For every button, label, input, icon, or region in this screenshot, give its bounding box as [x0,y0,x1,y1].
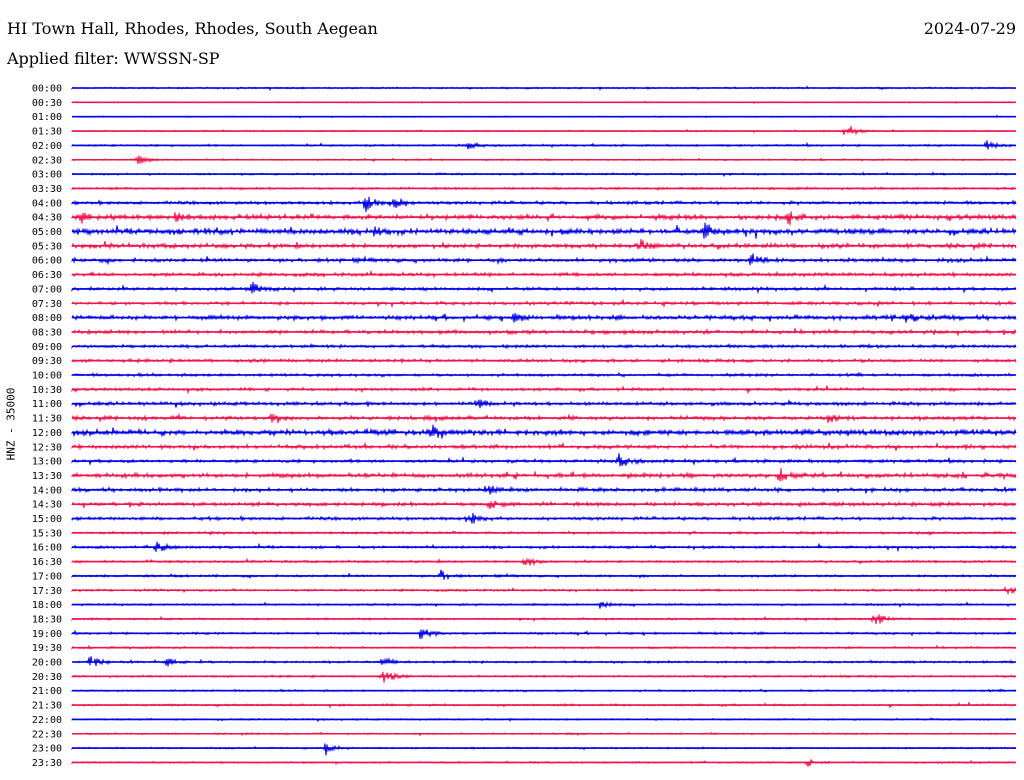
row-label: 21:30 [32,701,62,712]
row-label: 11:00 [32,399,62,410]
trace-line [71,238,1017,252]
row-label: 22:30 [32,729,62,740]
row-label: 16:00 [32,543,62,554]
trace-line [71,253,1017,266]
filter-label: Applied filter: WWSSN-SP [7,49,220,68]
row-label: 20:30 [32,672,62,683]
row-label: 19:00 [32,629,62,640]
row-label: 08:30 [32,327,62,338]
row-label: 12:30 [32,442,62,453]
row-label: 20:00 [32,658,62,669]
trace-line [71,196,1017,213]
row-label: 16:30 [32,557,62,568]
row-label: 23:30 [32,758,62,769]
row-label: 10:00 [32,371,62,382]
row-label: 13:00 [32,457,62,468]
row-label: 15:00 [32,514,62,525]
row-label: 18:30 [32,614,62,625]
row-label: 17:30 [32,586,62,597]
trace-line [71,569,1017,581]
date-label: 2024-07-29 [923,19,1016,38]
trace-line [71,281,1017,295]
row-label: 14:30 [32,500,62,511]
row-label: 11:30 [32,414,62,425]
row-label: 05:00 [32,227,62,238]
station-title: HI Town Hall, Rhodes, Rhodes, South Aege… [7,19,378,38]
row-label: 13:30 [32,471,62,482]
row-label: 12:00 [32,428,62,439]
row-label: 06:30 [32,270,62,281]
row-label: 18:00 [32,600,62,611]
row-label: 00:00 [32,84,62,95]
row-label: 02:30 [32,155,62,166]
row-label: 03:00 [32,170,62,181]
row-label: 00:30 [32,98,62,109]
trace-line [71,211,1017,226]
trace-line [71,671,1017,683]
row-label: 09:30 [32,356,62,367]
row-label: 23:00 [32,744,62,755]
row-label: 03:30 [32,184,62,195]
trace-line [71,629,1017,639]
row-label: 14:00 [32,485,62,496]
row-label: 04:00 [32,198,62,209]
row-label: 01:00 [32,112,62,123]
row-label: 04:30 [32,213,62,224]
row-label: 08:00 [32,313,62,324]
row-label: 21:00 [32,686,62,697]
row-label: 10:30 [32,385,62,396]
row-label: 22:00 [32,715,62,726]
row-label: 02:00 [32,141,62,152]
row-label: 05:30 [32,241,62,252]
row-label: 15:30 [32,528,62,539]
row-label: 19:30 [32,643,62,654]
row-label: 01:30 [32,127,62,138]
row-label: 09:00 [32,342,62,353]
trace-line [71,222,1017,239]
trace-line [71,453,1017,467]
row-label: 07:00 [32,284,62,295]
row-label: 06:00 [32,256,62,267]
row-label: 07:30 [32,299,62,310]
row-label: 17:00 [32,571,62,582]
trace-line [71,743,1017,756]
